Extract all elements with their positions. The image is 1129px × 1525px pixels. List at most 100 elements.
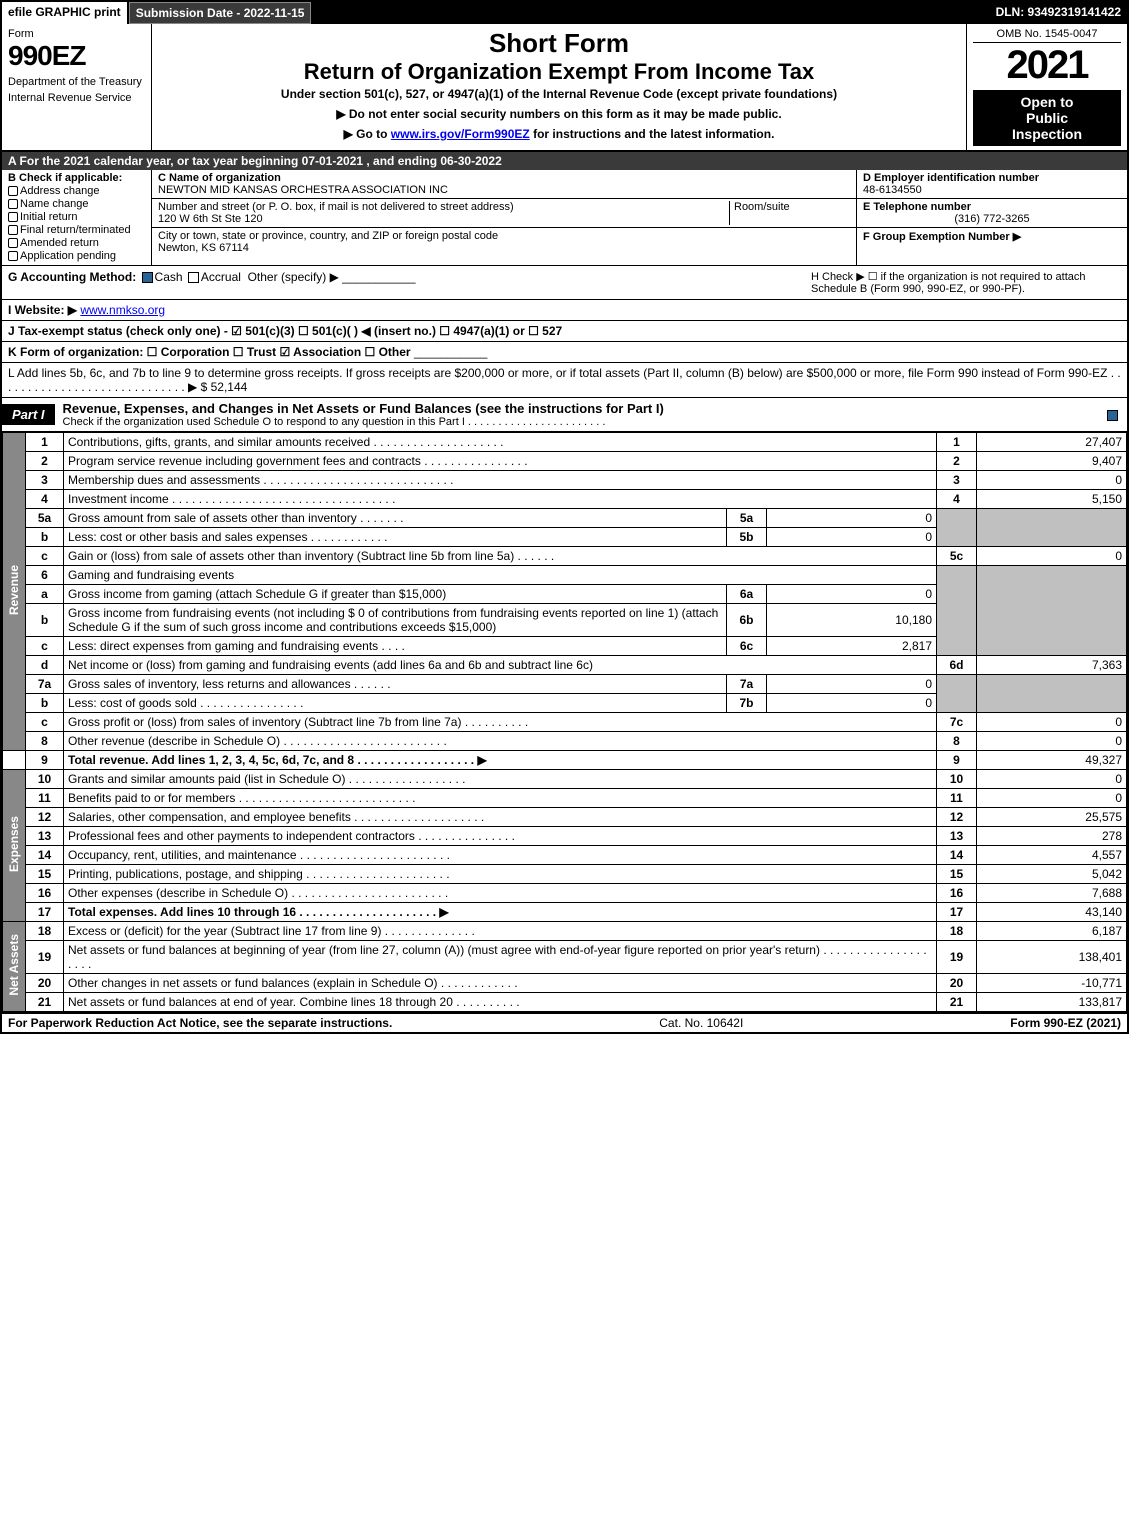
accrual-label: Accrual <box>201 270 241 284</box>
row-10: Expenses 10 Grants and similar amounts p… <box>3 770 1127 789</box>
chk-name-change[interactable]: Name change <box>8 198 145 210</box>
e-label: E Telephone number <box>863 201 1121 213</box>
info-block: B Check if applicable: Address change Na… <box>2 170 1127 266</box>
instruction-ssn: ▶ Do not enter social security numbers o… <box>158 107 960 121</box>
open-line1: Open to <box>975 94 1119 110</box>
row-2: 2 Program service revenue including gove… <box>3 452 1127 471</box>
website-link[interactable]: www.nmkso.org <box>80 303 165 317</box>
phone-row: E Telephone number (316) 772-3265 <box>857 199 1127 228</box>
row-17: 17 Total expenses. Add lines 10 through … <box>3 903 1127 922</box>
form-number: 990EZ <box>8 40 145 72</box>
checkbox-icon <box>8 212 18 222</box>
section-a-tax-year: A For the 2021 calendar year, or tax yea… <box>2 152 1127 170</box>
row-9: 9 Total revenue. Add lines 1, 2, 3, 4, 5… <box>3 751 1127 770</box>
row-4: 4 Investment income . . . . . . . . . . … <box>3 490 1127 509</box>
city-label: City or town, state or province, country… <box>158 230 850 242</box>
under-section-text: Under section 501(c), 527, or 4947(a)(1)… <box>158 87 960 101</box>
checkbox-icon <box>8 199 18 209</box>
ein-row: D Employer identification number 48-6134… <box>857 170 1127 199</box>
row-12: 12 Salaries, other compensation, and emp… <box>3 808 1127 827</box>
part1-tab: Part I <box>2 404 55 425</box>
street-row: Number and street (or P. O. box, if mail… <box>152 199 856 228</box>
checkbox-empty-icon[interactable] <box>188 272 199 283</box>
dept-irs: Internal Revenue Service <box>8 92 145 104</box>
website-row: I Website: ▶ www.nmkso.org <box>2 300 1127 321</box>
row-7a: 7a Gross sales of inventory, less return… <box>3 675 1127 694</box>
chk-amended-return[interactable]: Amended return <box>8 237 145 249</box>
row-14: 14 Occupancy, rent, utilities, and maint… <box>3 846 1127 865</box>
row-20: 20 Other changes in net assets or fund b… <box>3 974 1127 993</box>
room-label: Room/suite <box>734 201 850 213</box>
footer-center: Cat. No. 10642I <box>392 1016 1010 1030</box>
row-16: 16 Other expenses (describe in Schedule … <box>3 884 1127 903</box>
checkbox-filled-icon[interactable] <box>142 272 153 283</box>
cash-label: Cash <box>155 270 183 284</box>
chk-address-change[interactable]: Address change <box>8 185 145 197</box>
irs-link[interactable]: www.irs.gov/Form990EZ <box>391 127 530 141</box>
ein-value: 48-6134550 <box>863 184 1121 196</box>
org-name-value: NEWTON MID KANSAS ORCHESTRA ASSOCIATION … <box>158 184 850 196</box>
street-value: 120 W 6th St Ste 120 <box>158 213 725 225</box>
form-org-text: K Form of organization: ☐ Corporation ☐ … <box>8 345 411 359</box>
f-label: F Group Exemption Number ▶ <box>863 231 1021 243</box>
top-bar: efile GRAPHIC print Submission Date - 20… <box>2 2 1127 24</box>
column-def: D Employer identification number 48-6134… <box>857 170 1127 265</box>
chk-final-return[interactable]: Final return/terminated <box>8 224 145 236</box>
return-title: Return of Organization Exempt From Incom… <box>158 59 960 85</box>
column-b-checkboxes: B Check if applicable: Address change Na… <box>2 170 152 265</box>
row-8: 8 Other revenue (describe in Schedule O)… <box>3 732 1127 751</box>
row-7c: c Gross profit or (loss) from sales of i… <box>3 713 1127 732</box>
c-label: C Name of organization <box>158 172 850 184</box>
row-15: 15 Printing, publications, postage, and … <box>3 865 1127 884</box>
form-label: Form <box>8 28 145 40</box>
col-b-header: B Check if applicable: <box>8 172 145 184</box>
checkbox-icon <box>8 251 18 261</box>
city-row: City or town, state or province, country… <box>152 228 856 256</box>
part1-header: Part I Revenue, Expenses, and Changes in… <box>2 398 1127 432</box>
dln-number: DLN: 93492319141422 <box>990 2 1127 24</box>
phone-value: (316) 772-3265 <box>863 213 1121 225</box>
submission-date: Submission Date - 2022-11-15 <box>129 2 312 24</box>
row-5c: c Gain or (loss) from sale of assets oth… <box>3 547 1127 566</box>
checkbox-icon <box>8 186 18 196</box>
part1-title: Revenue, Expenses, and Changes in Net As… <box>55 398 1097 431</box>
g-label: G Accounting Method: <box>8 270 136 284</box>
tax-exempt-text: J Tax-exempt status (check only one) - ☑… <box>8 324 562 338</box>
city-value: Newton, KS 67114 <box>158 242 850 254</box>
expenses-side-label: Expenses <box>3 770 26 922</box>
checkbox-icon <box>8 238 18 248</box>
goto-post: for instructions and the latest informat… <box>530 127 775 141</box>
website-label: I Website: ▶ <box>8 303 77 317</box>
open-line2: Public <box>975 110 1119 126</box>
row-6d: d Net income or (loss) from gaming and f… <box>3 656 1127 675</box>
accounting-method-row: G Accounting Method: Cash Accrual Other … <box>2 266 1127 300</box>
header-right: OMB No. 1545-0047 2021 Open to Public In… <box>967 24 1127 150</box>
footer-row: For Paperwork Reduction Act Notice, see … <box>2 1012 1127 1032</box>
efile-print-label[interactable]: efile GRAPHIC print <box>2 2 129 24</box>
row-11: 11 Benefits paid to or for members . . .… <box>3 789 1127 808</box>
row-3: 3 Membership dues and assessments . . . … <box>3 471 1127 490</box>
footer-right: Form 990-EZ (2021) <box>1010 1016 1121 1030</box>
footer-left: For Paperwork Reduction Act Notice, see … <box>8 1016 392 1030</box>
netassets-side-label: Net Assets <box>3 922 26 1012</box>
col-cdef: C Name of organization NEWTON MID KANSAS… <box>152 170 1127 265</box>
checkbox-icon <box>8 225 18 235</box>
group-exemption-row: F Group Exemption Number ▶ <box>857 228 1127 245</box>
line-l-value: 52,144 <box>211 380 248 394</box>
column-c: C Name of organization NEWTON MID KANSAS… <box>152 170 857 265</box>
open-inspection-box: Open to Public Inspection <box>973 90 1121 146</box>
org-name-row: C Name of organization NEWTON MID KANSAS… <box>152 170 856 199</box>
form-org-row: K Form of organization: ☐ Corporation ☐ … <box>2 342 1127 363</box>
h-schedule-b: H Check ▶ ☐ if the organization is not r… <box>811 270 1121 295</box>
revenue-side-label: Revenue <box>3 433 26 751</box>
chk-application-pending[interactable]: Application pending <box>8 250 145 262</box>
short-form-title: Short Form <box>158 28 960 59</box>
open-line3: Inspection <box>975 126 1119 142</box>
tax-exempt-row: J Tax-exempt status (check only one) - ☑… <box>2 321 1127 342</box>
part1-checkbox[interactable] <box>1097 408 1127 422</box>
row-21: 21 Net assets or fund balances at end of… <box>3 993 1127 1012</box>
chk-initial-return[interactable]: Initial return <box>8 211 145 223</box>
tax-year: 2021 <box>973 43 1121 88</box>
part1-data-table: Revenue 1 Contributions, gifts, grants, … <box>2 432 1127 1012</box>
header-left: Form 990EZ Department of the Treasury In… <box>2 24 152 150</box>
